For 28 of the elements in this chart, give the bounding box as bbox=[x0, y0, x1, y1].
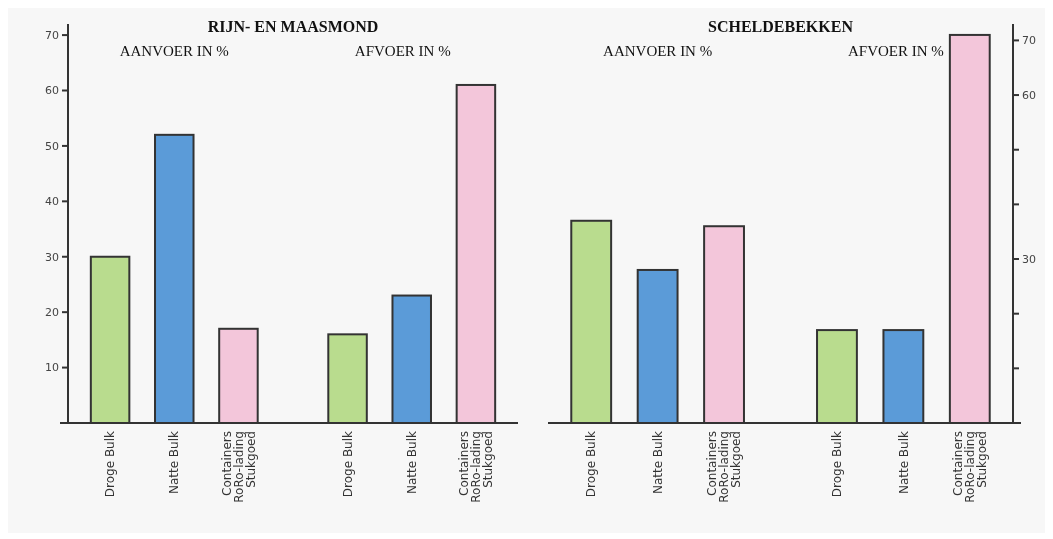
annotation: AANVOER IN % bbox=[119, 43, 229, 59]
x-tick-label: Droge Bulk bbox=[584, 430, 599, 498]
annotation: AFVOER IN % bbox=[848, 43, 944, 59]
x-tick-label: Containers RoRo-lading Stukgoed bbox=[950, 431, 989, 503]
y-tick-label: 50 bbox=[45, 139, 59, 153]
y-tick-label: 20 bbox=[45, 306, 59, 320]
x-tick-label: Containers RoRo-lading Stukgoed bbox=[457, 431, 496, 503]
y-tick-label: 40 bbox=[45, 195, 59, 209]
y-tick-label: 70 bbox=[45, 28, 59, 42]
y-tick-label: 60 bbox=[45, 84, 59, 98]
y-tick-label: 30 bbox=[45, 250, 59, 264]
chart-title: SCHELDEBEKKEN bbox=[708, 18, 854, 35]
chart-title: RIJN- EN MAASMOND bbox=[207, 18, 379, 35]
y2-tick-label: 60 bbox=[1022, 88, 1036, 102]
x-tick-label: Natte Bulk bbox=[896, 430, 911, 495]
annotation: AANVOER IN % bbox=[603, 43, 713, 59]
x-tick-label: Containers RoRo-lading Stukgoed bbox=[219, 431, 258, 503]
x-tick-label: Natte Bulk bbox=[404, 430, 419, 495]
x-tick-label: Droge Bulk bbox=[103, 430, 118, 498]
y-tick-label: 10 bbox=[45, 361, 59, 375]
annotation: AFVOER IN % bbox=[354, 43, 451, 59]
x-tick-label: Natte Bulk bbox=[167, 430, 182, 495]
x-tick-label: Containers RoRo-lading Stukgoed bbox=[705, 431, 744, 503]
y2-tick-label: 30 bbox=[1022, 252, 1036, 266]
y2-tick-label: 70 bbox=[1022, 34, 1036, 48]
x-tick-label: Natte Bulk bbox=[650, 430, 665, 495]
x-tick-label: Droge Bulk bbox=[340, 430, 355, 498]
x-tick-label: Droge Bulk bbox=[830, 430, 845, 498]
